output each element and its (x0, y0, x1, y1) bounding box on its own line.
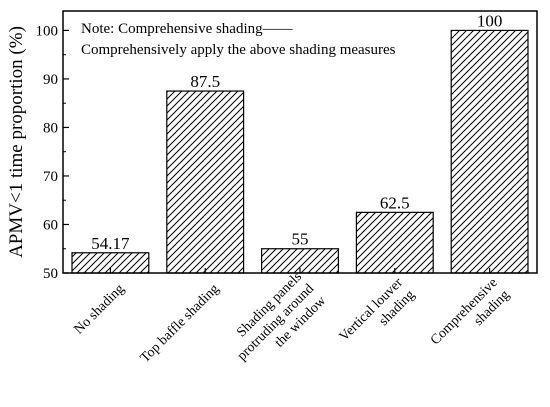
note-line-2: Comprehensively apply the above shading … (81, 42, 396, 58)
x-axis: No shading Top baffle shading Shading pane… (72, 268, 513, 366)
y-tick-label: 60 (43, 217, 58, 233)
y-tick-label: 70 (43, 169, 58, 185)
bar (355, 211, 434, 274)
x-category-label: No shading (72, 281, 128, 337)
bar-value-label: 55 (292, 230, 309, 249)
y-tick-label: 80 (43, 120, 58, 136)
bar-value-label: 62.5 (380, 193, 410, 212)
bar-value-label: 54.17 (91, 234, 130, 253)
y-axis: 50 60 70 80 90 100 (36, 23, 69, 282)
x-category-label: Top baffle shading (138, 281, 223, 366)
bar-value-label: 87.5 (190, 72, 220, 91)
bar (166, 90, 245, 274)
y-tick-label: 90 (43, 72, 58, 88)
bars (71, 29, 529, 274)
y-axis-title: APMV<1 time proportion (%) (6, 26, 27, 258)
value-labels: 54.17 87.5 55 62.5 100 (91, 11, 502, 252)
x-category-label-line: No shading (72, 281, 128, 337)
x-category-label-line: Top baffle shading (138, 281, 223, 366)
bar (450, 29, 529, 274)
bar-value-label: 100 (477, 11, 503, 30)
y-tick-label: 100 (36, 23, 59, 39)
y-tick-label: 50 (43, 266, 58, 282)
note-line-1: Note: Comprehensive shading—— (81, 21, 294, 37)
